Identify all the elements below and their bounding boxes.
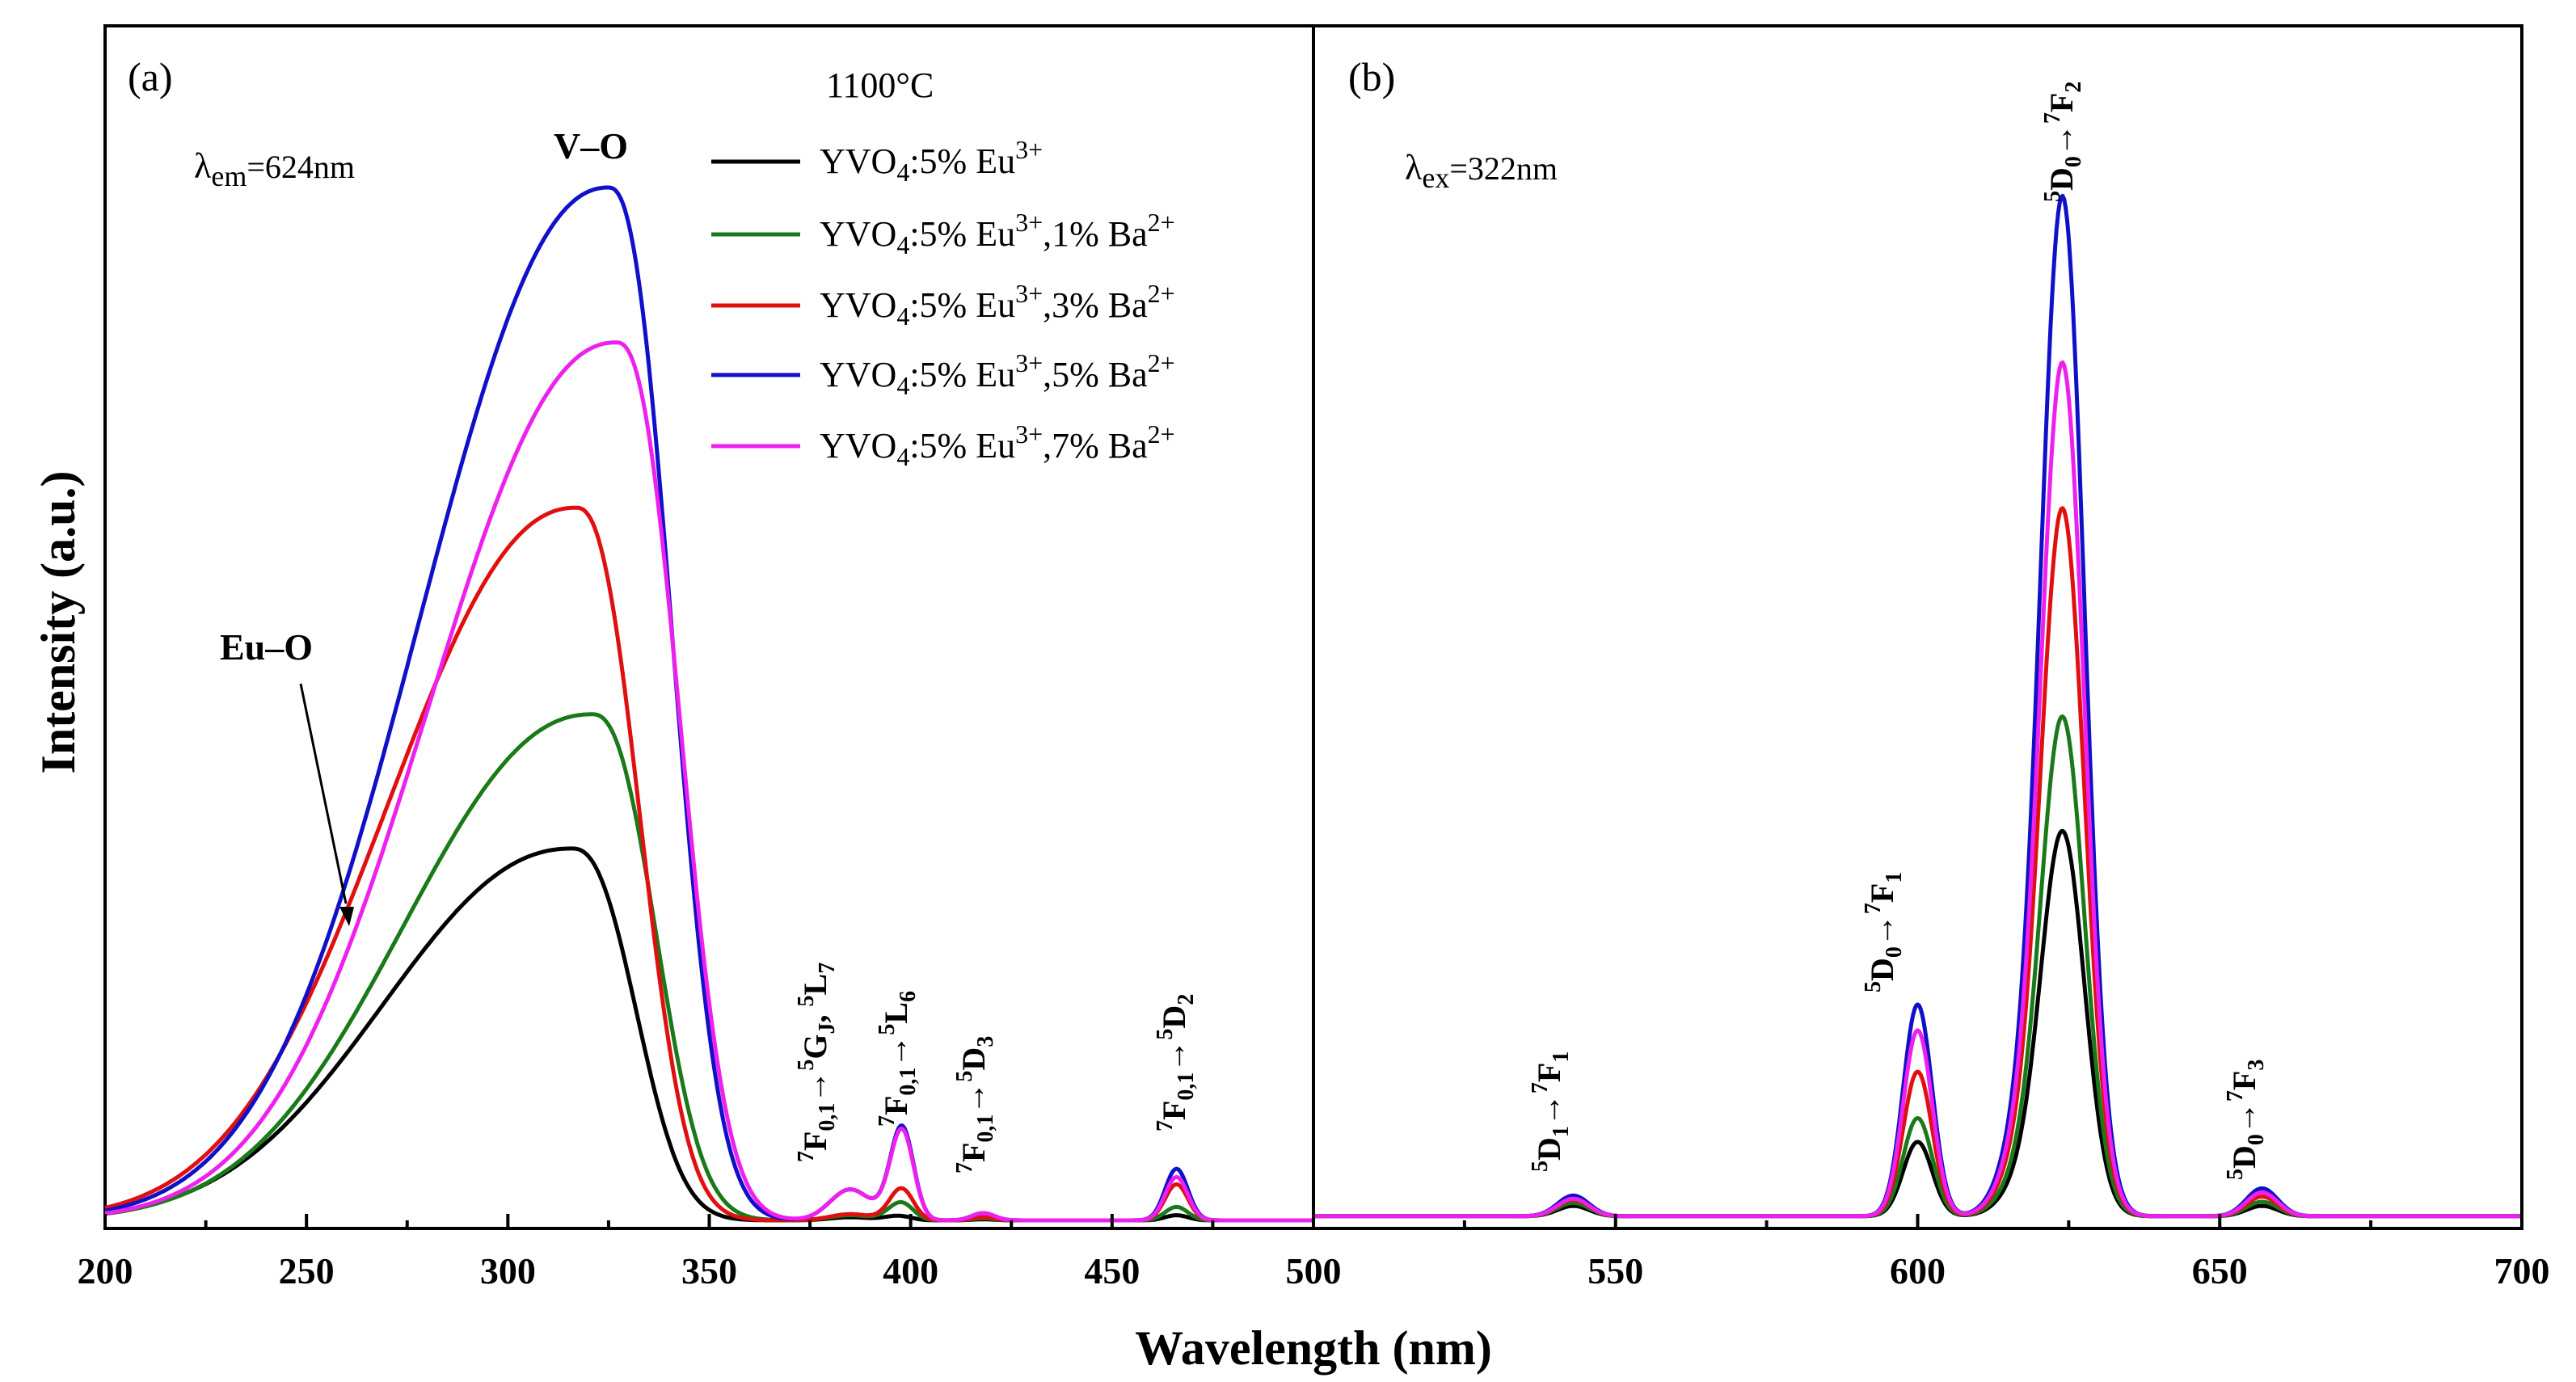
panel-label-a: (a) bbox=[128, 54, 173, 99]
vo-label: V–O bbox=[554, 125, 628, 166]
x-tick-label-a-250: 250 bbox=[279, 1250, 335, 1291]
lambda-symbol: λ bbox=[194, 146, 212, 186]
lambda-sub-b: ex bbox=[1422, 162, 1449, 194]
y-axis-label: Intensity (a.u.) bbox=[32, 470, 85, 773]
euo-arrow bbox=[299, 683, 354, 926]
x-tick-label-a-350: 350 bbox=[681, 1250, 737, 1291]
x-tick-label-a-400: 400 bbox=[883, 1250, 938, 1291]
lambda-sub: em bbox=[211, 160, 247, 192]
panel-a-series-4 bbox=[104, 340, 1313, 1223]
x-tick-label-b-550: 550 bbox=[1587, 1250, 1643, 1291]
x-tick-label-b-650: 650 bbox=[2192, 1250, 2248, 1291]
curves-panel-b bbox=[1313, 193, 2523, 1219]
panel-b-series-2 bbox=[1313, 506, 2523, 1219]
x-tick-label-a-300: 300 bbox=[480, 1250, 536, 1291]
legend-label-3: YVO4:5% Eu3+,5% Ba2+ bbox=[820, 348, 1175, 400]
x-tick-label-a-450: 450 bbox=[1084, 1250, 1140, 1291]
x-tick-label-a-200: 200 bbox=[78, 1250, 133, 1291]
peak-label-b3: 5D0→7F2 bbox=[2040, 82, 2086, 202]
axis-ticks: 200 250 300 350 400 450 500 550 600 650 700 bbox=[78, 1214, 2550, 1291]
panel-label-b: (b) bbox=[1348, 54, 1395, 99]
lambda-em-annotation: λem=624nm bbox=[194, 146, 355, 192]
lambda-value: =624nm bbox=[247, 149, 355, 185]
peak-label-a3: 7F0,1→5D3 bbox=[952, 1036, 998, 1173]
panel-a-series-1 bbox=[104, 712, 1313, 1223]
peak-label-b1: 5D1→7F1 bbox=[1528, 1051, 1574, 1172]
legend-label-0: YVO4:5% Eu3+ bbox=[820, 135, 1043, 187]
legend: YVO4:5% Eu3+ YVO4:5% Eu3+,1% Ba2+ YVO4:5… bbox=[711, 135, 1175, 471]
panel-b-series-3 bbox=[1313, 193, 2523, 1219]
peak-label-a2: 7F0,1→5L6 bbox=[875, 991, 921, 1127]
x-tick-label-a-500: 500 bbox=[1286, 1250, 1342, 1291]
legend-label-4: YVO4:5% Eu3+,7% Ba2+ bbox=[820, 419, 1175, 471]
curves-panel-a bbox=[104, 185, 1313, 1223]
lambda-value-b: =322nm bbox=[1449, 150, 1558, 187]
legend-label-1: YVO4:5% Eu3+,1% Ba2+ bbox=[820, 208, 1175, 259]
peak-label-a4: 7F0,1→5D2 bbox=[1153, 994, 1199, 1131]
legend-label-2: YVO4:5% Eu3+,3% Ba2+ bbox=[820, 279, 1175, 331]
x-axis-label: Wavelength (nm) bbox=[1135, 1321, 1492, 1375]
peak-label-b2: 5D0→7F1 bbox=[1861, 872, 1907, 992]
panel-b-series-0 bbox=[1313, 828, 2523, 1219]
temperature-title: 1100°C bbox=[826, 65, 934, 105]
lambda-symbol-b: λ bbox=[1405, 148, 1423, 187]
euo-label: Eu–O bbox=[220, 626, 313, 668]
panel-a-series-3 bbox=[104, 185, 1313, 1223]
panel-b-series-4 bbox=[1313, 360, 2523, 1219]
peak-label-b4: 5D0→7F3 bbox=[2223, 1060, 2269, 1180]
lambda-ex-annotation: λex=322nm bbox=[1405, 148, 1558, 194]
x-tick-label-b-600: 600 bbox=[1890, 1250, 1946, 1291]
x-tick-label-b-700: 700 bbox=[2494, 1250, 2550, 1291]
peak-label-a1: 7F0,1→5GJ, 5L7 bbox=[794, 963, 840, 1162]
